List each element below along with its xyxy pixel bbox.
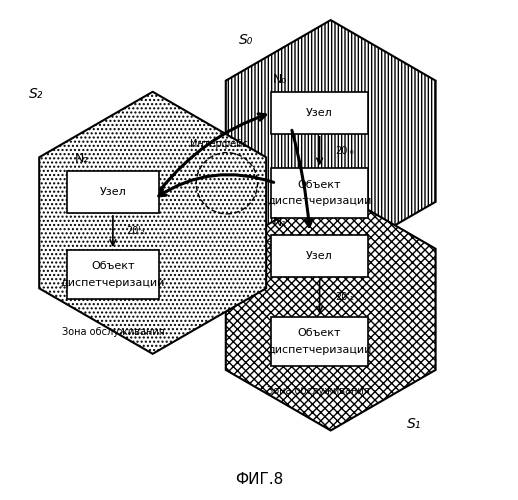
Text: S₀: S₀ — [239, 33, 254, 47]
Text: S₁: S₁ — [407, 417, 422, 431]
FancyBboxPatch shape — [271, 168, 368, 218]
Text: N₀: N₀ — [273, 73, 287, 86]
Text: Интерфейс: Интерфейс — [190, 138, 248, 148]
FancyBboxPatch shape — [271, 92, 368, 134]
Text: Объект: Объект — [298, 180, 341, 190]
Text: Зона обслуживания: Зона обслуживания — [62, 326, 164, 336]
Text: диспетчеризации: диспетчеризации — [267, 196, 372, 206]
Polygon shape — [39, 92, 266, 354]
Text: N₁: N₁ — [273, 216, 287, 230]
Text: 20'₀: 20'₀ — [336, 146, 354, 156]
FancyBboxPatch shape — [67, 171, 159, 213]
Text: диспетчеризации: диспетчеризации — [61, 278, 165, 288]
FancyBboxPatch shape — [271, 317, 368, 366]
Polygon shape — [226, 188, 436, 430]
Text: Узел: Узел — [99, 187, 126, 197]
Text: 20'₁: 20'₁ — [336, 292, 354, 302]
Text: 20'₂: 20'₂ — [126, 226, 145, 236]
FancyBboxPatch shape — [271, 235, 368, 277]
Text: Зона обслуживания: Зона обслуживания — [267, 241, 370, 251]
Text: Объект: Объект — [298, 328, 341, 338]
Text: Зона обслуживания: Зона обслуживания — [267, 386, 370, 396]
Text: Узел: Узел — [306, 251, 333, 261]
Text: Объект: Объект — [91, 262, 135, 272]
Text: Узел: Узел — [306, 108, 333, 118]
Text: N₂: N₂ — [75, 152, 90, 165]
Polygon shape — [226, 20, 436, 262]
FancyBboxPatch shape — [67, 250, 159, 300]
Text: диспетчеризации: диспетчеризации — [267, 344, 372, 354]
Text: S₂: S₂ — [29, 87, 44, 101]
Text: ФИГ.8: ФИГ.8 — [235, 472, 283, 488]
